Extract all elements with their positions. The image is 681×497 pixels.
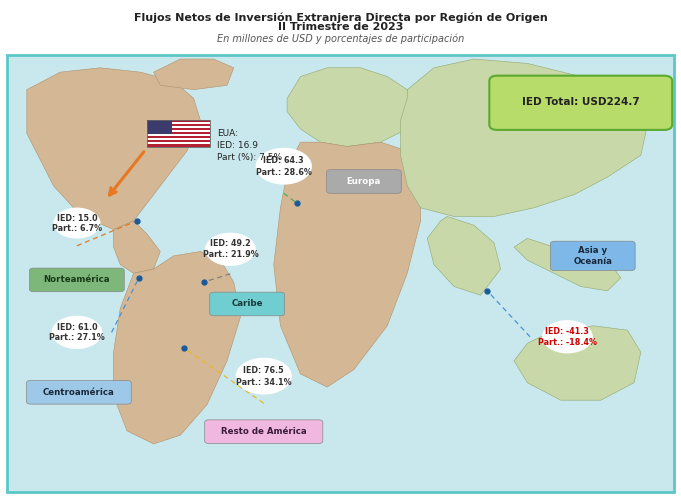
FancyBboxPatch shape (210, 292, 285, 316)
Text: Part.: 21.9%: Part.: 21.9% (202, 250, 258, 259)
Text: Caribe: Caribe (232, 300, 263, 309)
Polygon shape (400, 59, 648, 217)
Text: IED Total: USD224.7: IED Total: USD224.7 (522, 97, 639, 107)
Polygon shape (514, 326, 641, 400)
Polygon shape (114, 251, 240, 444)
Text: Part.: -18.4%: Part.: -18.4% (538, 337, 597, 346)
FancyBboxPatch shape (550, 241, 635, 270)
Text: Asia y
Oceanía: Asia y Oceanía (573, 246, 612, 265)
FancyBboxPatch shape (147, 130, 210, 132)
Circle shape (53, 208, 101, 239)
FancyBboxPatch shape (147, 122, 210, 124)
FancyBboxPatch shape (490, 76, 672, 130)
Text: Part.: 6.7%: Part.: 6.7% (52, 224, 102, 233)
FancyBboxPatch shape (7, 55, 674, 492)
Polygon shape (514, 239, 621, 291)
FancyBboxPatch shape (147, 132, 210, 134)
Text: Flujos Netos de Inversión Extranjera Directa por Región de Origen: Flujos Netos de Inversión Extranjera Dir… (133, 12, 548, 23)
FancyBboxPatch shape (205, 420, 323, 443)
Text: IED: 15.0: IED: 15.0 (57, 214, 97, 223)
Text: EUA:
IED: 16.9
Part (%): 7.5%: EUA: IED: 16.9 Part (%): 7.5% (217, 129, 282, 162)
Circle shape (542, 320, 593, 353)
Text: Europa: Europa (347, 177, 381, 186)
Text: II Trimestre de 2023: II Trimestre de 2023 (278, 22, 403, 32)
FancyBboxPatch shape (147, 145, 210, 147)
Circle shape (255, 148, 312, 185)
FancyBboxPatch shape (29, 268, 124, 292)
Text: En millones de USD y porcentajes de participación: En millones de USD y porcentajes de part… (217, 34, 464, 44)
Text: IED: -41.3: IED: -41.3 (545, 327, 589, 336)
Polygon shape (154, 59, 234, 89)
Text: Norteamérica: Norteamérica (44, 275, 110, 284)
FancyBboxPatch shape (27, 381, 131, 404)
Text: Centroamérica: Centroamérica (43, 388, 115, 397)
FancyBboxPatch shape (147, 124, 210, 126)
FancyBboxPatch shape (147, 139, 210, 141)
Text: IED: 49.2: IED: 49.2 (210, 240, 251, 248)
FancyBboxPatch shape (147, 120, 172, 134)
FancyBboxPatch shape (147, 136, 210, 139)
Text: IED: 64.3: IED: 64.3 (264, 156, 304, 165)
Text: Resto de América: Resto de América (221, 427, 306, 436)
FancyBboxPatch shape (147, 120, 210, 122)
Text: Part.: 34.1%: Part.: 34.1% (236, 378, 291, 387)
FancyBboxPatch shape (147, 128, 210, 130)
FancyBboxPatch shape (326, 169, 401, 193)
Text: IED: 76.5: IED: 76.5 (243, 366, 284, 375)
Polygon shape (287, 68, 421, 147)
Circle shape (52, 316, 102, 349)
Polygon shape (114, 221, 160, 273)
Text: Part.: 27.1%: Part.: 27.1% (49, 333, 105, 342)
FancyBboxPatch shape (147, 134, 210, 136)
Text: Part.: 28.6%: Part.: 28.6% (256, 167, 312, 176)
FancyBboxPatch shape (147, 143, 210, 145)
Text: IED: 61.0: IED: 61.0 (57, 323, 97, 331)
FancyBboxPatch shape (147, 126, 210, 128)
FancyBboxPatch shape (147, 141, 210, 143)
Polygon shape (27, 68, 200, 230)
Polygon shape (274, 142, 421, 387)
Polygon shape (427, 217, 501, 295)
Circle shape (205, 233, 256, 266)
Circle shape (236, 358, 292, 395)
